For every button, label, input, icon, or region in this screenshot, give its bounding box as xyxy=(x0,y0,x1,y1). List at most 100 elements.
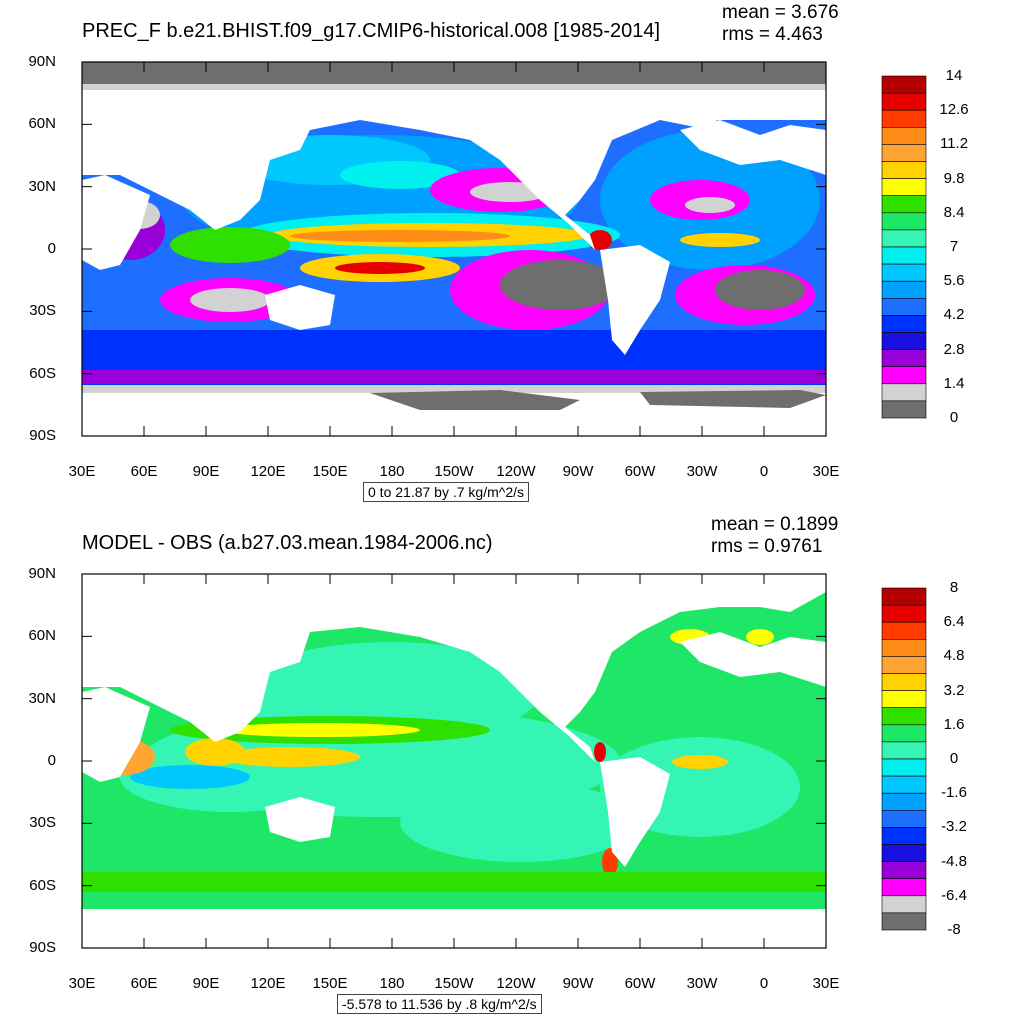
colorbar-swatch xyxy=(881,724,927,743)
dry-zone-n-atlantic-core xyxy=(685,197,735,213)
colorbar-label: 14 xyxy=(945,67,963,84)
colorbar-label: 6.4 xyxy=(943,613,965,631)
dry-zone-se-indian-core xyxy=(190,288,270,312)
pacific-storm-core xyxy=(340,161,460,189)
x-tick-label: 0 xyxy=(759,463,769,480)
diff-atlantic-positive xyxy=(672,755,728,769)
x-tick-label: 90E xyxy=(192,463,220,480)
y-tick-label: 60S xyxy=(29,364,56,382)
colorbar-label: -1.6 xyxy=(941,784,967,802)
colorbar-swatch xyxy=(881,246,927,265)
colorbar-label: 3.2 xyxy=(943,681,965,699)
colorbar-label: 8.4 xyxy=(943,203,965,221)
difference-panel: MODEL - OBS (a.b27.03.mean.1984-2006.nc)… xyxy=(0,512,1024,1024)
colorbar-swatch xyxy=(881,621,927,640)
land-mask xyxy=(82,574,826,867)
colorbar-label: 4.2 xyxy=(943,306,965,324)
colorbar-swatch xyxy=(881,827,927,845)
dry-zone-s-atlantic-core xyxy=(715,270,805,310)
colorbar-label: 0 xyxy=(949,409,959,426)
colorbar-swatch xyxy=(881,809,927,828)
panama-rain-max xyxy=(588,230,612,250)
x-tick-label: 150W xyxy=(434,975,474,992)
y-tick-label: 30N xyxy=(28,177,56,195)
colorbar-swatch xyxy=(881,758,927,777)
colorbar-swatch xyxy=(881,263,927,282)
colorbar-swatch xyxy=(881,144,927,162)
colorbar-swatch xyxy=(881,587,927,606)
plot-title: PREC_F b.e21.BHIST.f09_g17.CMIP6-histori… xyxy=(82,20,661,42)
y-tick-label: 30S xyxy=(29,302,56,320)
colorbar-swatch xyxy=(881,161,927,179)
y-tick-label: 0 xyxy=(47,240,56,257)
x-tick-label: 180 xyxy=(379,975,405,992)
diff-itcz-core xyxy=(220,723,420,737)
colorbar-swatch xyxy=(881,332,927,350)
x-tick-label: 120E xyxy=(250,463,286,480)
colorbar-label: 2.8 xyxy=(943,340,965,358)
colorbar-swatch xyxy=(881,861,927,880)
colorbar-label: 8 xyxy=(949,579,959,596)
x-tick-label: 90W xyxy=(562,463,594,480)
y-tick-label: 60N xyxy=(28,627,56,645)
y-tick-label: 60N xyxy=(28,115,56,133)
x-tick-label: 60E xyxy=(130,975,158,992)
diff-indian-negative xyxy=(130,765,250,789)
colorbar-label: -3.2 xyxy=(941,818,967,836)
diff-maritime-positive xyxy=(185,738,245,766)
colorbar-swatch xyxy=(881,895,927,914)
x-tick-label: 120E xyxy=(250,975,286,992)
diff-norway-positive xyxy=(746,629,774,645)
colorbar-swatch xyxy=(881,673,927,691)
colorbar-swatch xyxy=(881,178,927,197)
atlantic-itcz xyxy=(680,233,760,247)
land-mask xyxy=(82,62,826,355)
x-tick-label: 30E xyxy=(812,975,840,992)
colorbar-label: 1.6 xyxy=(943,715,965,733)
colorbar-label: 5.6 xyxy=(943,272,965,290)
rms-label: rms = 0.9761 xyxy=(711,536,823,557)
precip-panel: PREC_F b.e21.BHIST.f09_g17.CMIP6-histori… xyxy=(28,2,969,502)
colorbar-swatch xyxy=(881,741,927,760)
y-tick-label: 90S xyxy=(29,427,56,444)
colorbar-label: -6.4 xyxy=(941,886,967,904)
colorbar-swatch xyxy=(881,400,927,419)
colorbar-swatch xyxy=(881,349,927,368)
colorbar-swatch xyxy=(881,229,927,248)
x-tick-label: 150E xyxy=(312,463,348,480)
colorbar-swatch xyxy=(881,383,927,402)
colorbar-swatch xyxy=(881,690,927,709)
plot-title: MODEL - OBS (a.b27.03.mean.1984-2006.nc) xyxy=(82,532,493,554)
x-tick-label: 60E xyxy=(130,463,158,480)
diff-spcz xyxy=(220,747,360,767)
colorbar-swatch xyxy=(881,707,927,726)
itcz-core xyxy=(290,230,510,242)
x-tick-label: 90W xyxy=(562,975,594,992)
mean-label: mean = 3.676 xyxy=(722,2,839,23)
x-tick-label: 30W xyxy=(686,975,718,992)
colorbar-label: 12.6 xyxy=(939,101,969,119)
x-tick-label: 30E xyxy=(812,463,840,480)
colorbar-swatch xyxy=(881,844,927,862)
colorbar-label: 11.2 xyxy=(939,135,969,153)
colorbar-swatch xyxy=(881,639,927,657)
y-tick-label: 30S xyxy=(29,814,56,832)
range-label: 0 to 21.87 by .7 kg/m^2/s xyxy=(363,482,529,502)
y-tick-label: 60S xyxy=(29,876,56,894)
x-tick-label: 30E xyxy=(68,975,96,992)
diff-panama-max xyxy=(594,742,606,762)
colorbar-swatch xyxy=(881,109,927,128)
x-tick-label: 30E xyxy=(68,463,96,480)
y-tick-label: 90N xyxy=(28,565,56,582)
colorbar-swatch xyxy=(881,775,927,794)
colorbar-swatch xyxy=(881,127,927,145)
x-tick-label: 150E xyxy=(312,975,348,992)
axis-ticks xyxy=(81,61,827,437)
colorbar-swatch xyxy=(881,280,927,299)
colorbar-swatch xyxy=(881,195,927,214)
rms-label: rms = 4.463 xyxy=(722,24,823,45)
y-tick-label: 30N xyxy=(28,689,56,707)
colorbar-swatch xyxy=(881,792,927,811)
antarctic-sea-ice xyxy=(370,390,580,410)
colorbar-label: 0 xyxy=(949,750,959,767)
